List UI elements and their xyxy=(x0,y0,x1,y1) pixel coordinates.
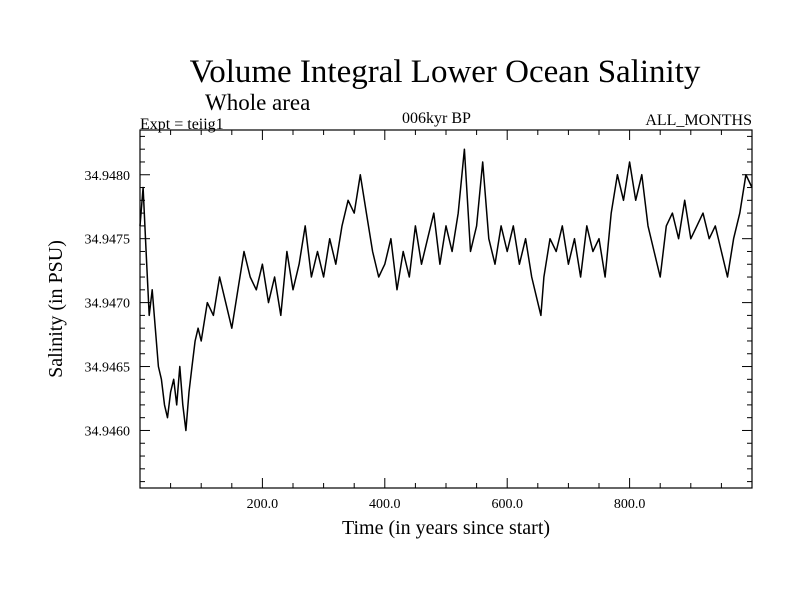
chart-subtitle: Whole area xyxy=(205,90,311,115)
y-tick-label: 34.9480 xyxy=(85,169,131,184)
y-axis-ticks xyxy=(140,135,752,483)
experiment-label: Expt = teiig1 xyxy=(140,116,224,133)
months-label: ALL_MONTHS xyxy=(645,112,752,129)
y-axis-tick-labels: 34.9460 34.9465 34.9470 34.9475 34.9480 xyxy=(85,169,131,440)
y-tick-label: 34.9475 xyxy=(85,233,131,248)
x-axis-tick-labels: 200.0 400.0 600.0 800.0 xyxy=(247,497,646,512)
y-tick-label: 34.9470 xyxy=(85,297,131,312)
x-axis-label: Time (in years since start) xyxy=(342,517,550,539)
salinity-series-line xyxy=(139,148,753,432)
x-tick-label: 800.0 xyxy=(614,497,646,512)
chart-title: Volume Integral Lower Ocean Salinity xyxy=(189,54,701,90)
y-axis-label: Salinity (in PSU) xyxy=(45,240,67,378)
x-tick-label: 600.0 xyxy=(491,497,523,512)
period-label: 006kyr BP xyxy=(402,110,471,127)
x-tick-label: 200.0 xyxy=(247,497,279,512)
x-tick-label: 400.0 xyxy=(369,497,401,512)
x-axis-ticks xyxy=(170,130,722,488)
y-tick-label: 34.9460 xyxy=(85,424,131,439)
plot-frame xyxy=(139,129,753,489)
y-tick-label: 34.9465 xyxy=(85,361,131,376)
